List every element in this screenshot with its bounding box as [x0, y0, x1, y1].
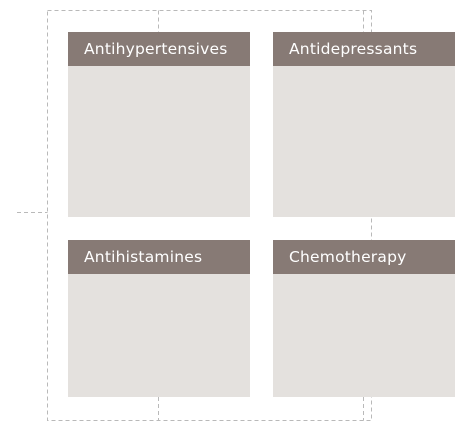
card-title: Antidepressants — [273, 32, 455, 66]
category-card-antihistamines: Antihistamines — [68, 240, 250, 397]
card-title: Antihypertensives — [68, 32, 250, 66]
category-card-antidepressants: Antidepressants — [273, 32, 455, 217]
category-card-chemotherapy: Chemotherapy — [273, 240, 455, 397]
category-card-antihypertensives: Antihypertensives — [68, 32, 250, 217]
card-body — [273, 66, 455, 217]
card-body — [68, 66, 250, 217]
card-title: Antihistamines — [68, 240, 250, 274]
card-body — [273, 274, 455, 397]
card-body — [68, 274, 250, 397]
card-title: Chemotherapy — [273, 240, 455, 274]
